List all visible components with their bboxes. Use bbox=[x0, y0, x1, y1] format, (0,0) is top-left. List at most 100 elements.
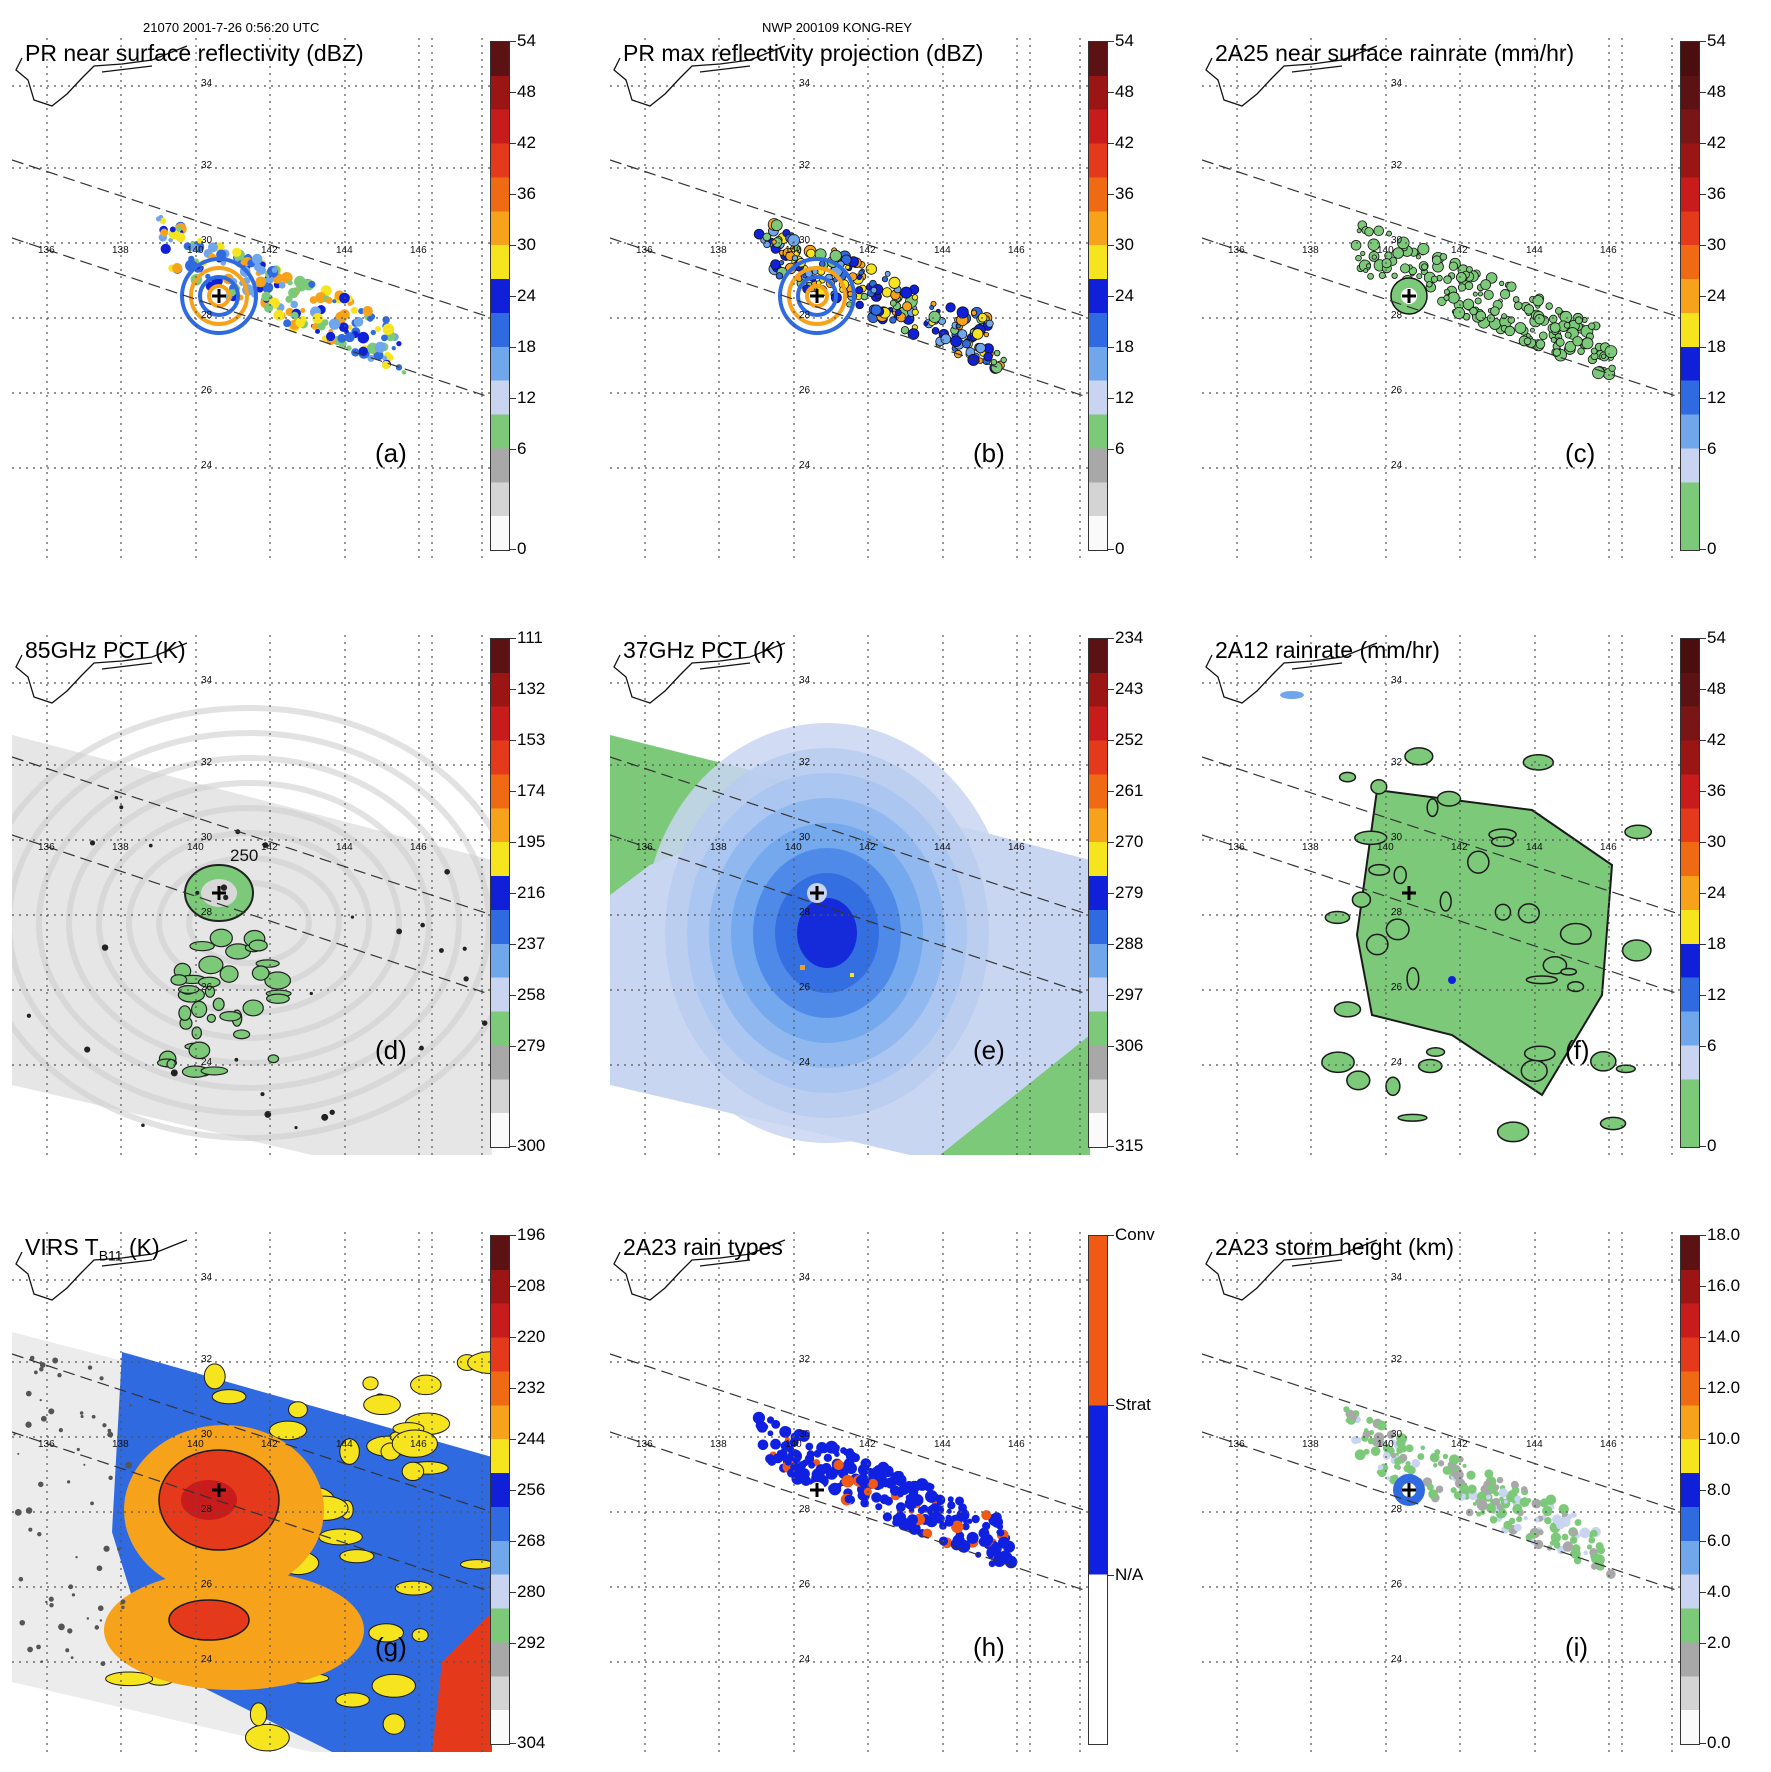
lat-label: 24 bbox=[201, 1057, 213, 1068]
panel-letter: (f) bbox=[1565, 1035, 1590, 1065]
lon-label: 146 bbox=[1600, 842, 1617, 853]
colorbar-tick-label: 261 bbox=[1115, 781, 1144, 800]
lon-label: 138 bbox=[1302, 1439, 1319, 1450]
map-svg: 136 138 140 142 144 146 34 32 30 28 26 24 bbox=[610, 38, 1090, 558]
lat-label: 32 bbox=[1391, 757, 1403, 768]
panel-h: 2A23 rain types 136 138 140 142 144 146 34 32 30 2… bbox=[598, 1225, 1155, 1772]
colorbar-tick-label: 244 bbox=[517, 1429, 546, 1448]
storm-center-marker bbox=[810, 886, 824, 900]
colorbar-tick-label: 54 bbox=[1707, 31, 1726, 50]
coastline bbox=[15, 642, 188, 704]
lat-label: 32 bbox=[1391, 160, 1403, 171]
swath-edges bbox=[610, 1353, 1090, 1593]
colorbar-tick-label: 208 bbox=[517, 1276, 546, 1295]
map-panel-i: 136 138 140 142 144 146 34 32 30 28 26 24 bbox=[1202, 1232, 1682, 1752]
lon-label: 140 bbox=[785, 842, 802, 853]
lat-label: 28 bbox=[1391, 1504, 1403, 1515]
colorbar-tick-label: 243 bbox=[1115, 679, 1144, 698]
lon-label: 142 bbox=[859, 245, 876, 256]
lon-label: 136 bbox=[636, 245, 653, 256]
colorbar-tick-label: 10.0 bbox=[1707, 1429, 1741, 1448]
panel-title-text: 2A23 rain types bbox=[623, 1234, 783, 1260]
swath-edges bbox=[12, 756, 492, 996]
panel-i: 2A23 storm height (km) 136 138 140 142 144 146… bbox=[1190, 1225, 1740, 1772]
panel-a: PR near surface reflectivity (dBZ) 136 138… bbox=[0, 31, 536, 578]
lat-label: 30 bbox=[799, 1429, 811, 1440]
data-field bbox=[1343, 1406, 1616, 1579]
storm-center-marker bbox=[810, 289, 824, 303]
map-panel-f: 136 138 140 142 144 146 34 32 30 28 26 24 bbox=[1202, 635, 1682, 1155]
lat-label: 32 bbox=[799, 160, 811, 171]
colorbar-tick-mark bbox=[510, 41, 516, 42]
lat-label: 30 bbox=[799, 235, 811, 246]
colorbar bbox=[490, 638, 510, 1148]
lat-label: 24 bbox=[1391, 1654, 1403, 1665]
header-orbit-time: 21070 2001-7-26 0:56:20 UTC bbox=[143, 20, 320, 35]
lon-label: 144 bbox=[336, 842, 353, 853]
colorbar-tick-label: 24 bbox=[1707, 286, 1726, 305]
colorbar-tick-label: 8.0 bbox=[1707, 1480, 1731, 1499]
colorbar-tick-mark bbox=[1108, 296, 1114, 297]
panel-letter: (g) bbox=[375, 1632, 407, 1662]
colorbar-tick-label: 12 bbox=[1707, 388, 1726, 407]
lat-label: 26 bbox=[1391, 982, 1403, 993]
lon-label: 136 bbox=[38, 842, 55, 853]
lon-label: 142 bbox=[1451, 1439, 1468, 1450]
colorbar-tick-mark bbox=[1108, 245, 1114, 246]
colorbar-tick-label: 18 bbox=[517, 337, 536, 356]
data-field bbox=[152, 208, 432, 375]
panel-title: 2A12 rainrate (mm/hr) bbox=[1215, 637, 1440, 664]
lon-label: 140 bbox=[1377, 245, 1394, 256]
colorbar-tick-mark bbox=[1700, 245, 1706, 246]
lon-label: 146 bbox=[410, 1439, 427, 1450]
colorbar-tick-label: 24 bbox=[1707, 883, 1726, 902]
colorbar-tick-label: 42 bbox=[1115, 133, 1134, 152]
map-panel-a: 136 138 140 142 144 146 34 32 30 28 26 24 bbox=[12, 38, 492, 558]
colorbar-tick-label: 216 bbox=[517, 883, 546, 902]
colorbar-tick-mark bbox=[1108, 549, 1114, 550]
lon-label: 142 bbox=[1451, 245, 1468, 256]
lat-label: 26 bbox=[799, 1579, 811, 1590]
colorbar-tick-label: 237 bbox=[517, 934, 546, 953]
storm-center-marker bbox=[810, 1483, 824, 1497]
data-field bbox=[1350, 220, 1618, 381]
colorbar-tick-mark bbox=[1700, 1743, 1706, 1744]
colorbar-tick-label: 306 bbox=[1115, 1036, 1144, 1055]
coastline bbox=[15, 1239, 188, 1301]
map-svg: 136 138 140 142 144 146 34 32 30 28 26 24 bbox=[610, 1232, 1090, 1752]
colorbar-tick-mark bbox=[1108, 740, 1114, 741]
colorbar-tick-mark bbox=[1108, 449, 1114, 450]
map-svg: 136 138 140 142 144 146 34 32 30 28 26 24 bbox=[610, 635, 1090, 1155]
storm-center-marker bbox=[1402, 289, 1416, 303]
map-svg: 136 138 140 142 144 146 34 32 30 28 26 24 bbox=[1202, 635, 1682, 1155]
colorbar-tick-mark bbox=[1108, 41, 1114, 42]
lon-label: 144 bbox=[934, 1439, 951, 1450]
colorbar-tick-mark bbox=[1700, 791, 1706, 792]
lat-label: 34 bbox=[1391, 675, 1403, 686]
colorbar-tick-mark bbox=[510, 689, 516, 690]
colorbar-tick-label: 48 bbox=[1707, 679, 1726, 698]
lon-label: 138 bbox=[112, 245, 129, 256]
swath-edges bbox=[1202, 159, 1682, 399]
coastline bbox=[613, 45, 786, 107]
panel-title-unit: (K) bbox=[122, 1234, 160, 1260]
colorbar-tick-mark bbox=[1108, 1575, 1114, 1576]
coastline bbox=[613, 1239, 786, 1301]
map-panel-d: 136 138 140 142 144 146 34 32 30 28 26 24 250 bbox=[12, 635, 492, 1155]
colorbar-tick-label: 48 bbox=[1707, 82, 1726, 101]
lat-label: 34 bbox=[1391, 78, 1403, 89]
lon-label: 146 bbox=[1008, 1439, 1025, 1450]
lon-label: 140 bbox=[187, 245, 204, 256]
colorbar-tick-label: 0 bbox=[517, 539, 527, 558]
lon-label: 136 bbox=[1228, 245, 1245, 256]
colorbar-tick-mark bbox=[1700, 347, 1706, 348]
panel-letter: (d) bbox=[375, 1035, 407, 1065]
colorbar-tick-label: 30 bbox=[1115, 235, 1134, 254]
colorbar-tick-label: 6 bbox=[1707, 439, 1717, 458]
panel-letter: (a) bbox=[375, 438, 407, 468]
colorbar-tick-mark bbox=[1700, 1643, 1706, 1644]
colorbar-tick-mark bbox=[1108, 791, 1114, 792]
map-svg: 136 138 140 142 144 146 34 32 30 28 26 24 250 bbox=[12, 635, 492, 1155]
lat-label: 32 bbox=[1391, 1354, 1403, 1365]
colorbar-tick-label: Conv bbox=[1115, 1225, 1155, 1244]
